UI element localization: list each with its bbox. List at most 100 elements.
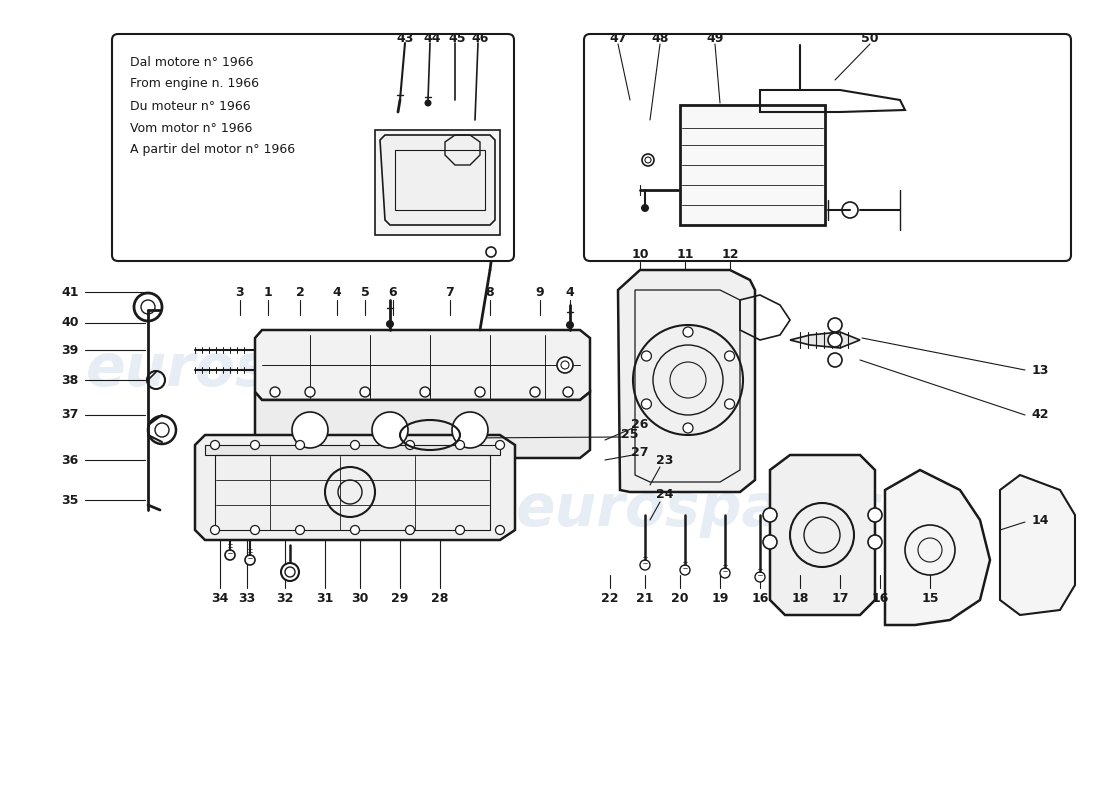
Text: 16: 16 [871,591,889,605]
Text: 9: 9 [536,286,544,298]
Circle shape [372,412,408,448]
Circle shape [475,387,485,397]
Circle shape [251,526,260,534]
FancyBboxPatch shape [584,34,1071,261]
Text: 39: 39 [62,343,78,357]
Polygon shape [790,332,860,348]
Text: 40: 40 [62,317,79,330]
Circle shape [226,550,235,560]
Circle shape [828,333,842,347]
Text: 20: 20 [671,591,689,605]
Polygon shape [255,392,590,458]
Polygon shape [680,105,825,225]
Circle shape [683,423,693,433]
Circle shape [296,441,305,450]
Circle shape [452,412,488,448]
Text: eurospares: eurospares [516,482,884,538]
Circle shape [305,387,315,397]
Polygon shape [205,445,500,455]
Circle shape [292,412,328,448]
Polygon shape [375,130,500,235]
Circle shape [763,535,777,549]
Text: 11: 11 [676,249,694,262]
Text: 3: 3 [235,286,244,298]
Polygon shape [1000,475,1075,615]
Text: 24: 24 [657,489,673,502]
Text: 43: 43 [396,31,414,45]
Text: 50: 50 [861,31,879,45]
Circle shape [683,327,693,337]
Text: eurospares: eurospares [86,342,454,398]
Text: 1: 1 [264,286,273,298]
Circle shape [495,526,505,534]
Circle shape [563,387,573,397]
Text: 27: 27 [631,446,649,458]
Circle shape [270,387,280,397]
Circle shape [245,555,255,565]
Circle shape [495,441,505,450]
Text: 15: 15 [922,591,938,605]
Text: 13: 13 [1032,363,1048,377]
Circle shape [425,99,431,106]
Text: 49: 49 [706,31,724,45]
Text: 21: 21 [636,591,653,605]
Text: 47: 47 [609,31,627,45]
Circle shape [351,441,360,450]
Text: 46: 46 [471,31,488,45]
Text: 5: 5 [361,286,370,298]
Text: 38: 38 [62,374,78,386]
Circle shape [455,441,464,450]
Circle shape [755,572,764,582]
Text: 12: 12 [722,249,739,262]
Text: 45: 45 [449,31,465,45]
Circle shape [640,560,650,570]
Text: 19: 19 [712,591,728,605]
Text: 22: 22 [602,591,618,605]
Circle shape [296,526,305,534]
Circle shape [386,320,394,328]
Text: 18: 18 [791,591,808,605]
Text: 4: 4 [565,286,574,298]
Circle shape [566,321,574,329]
Text: 23: 23 [657,454,673,466]
Text: 6: 6 [388,286,397,298]
Circle shape [455,526,464,534]
Text: 26: 26 [631,418,649,431]
Circle shape [251,441,260,450]
Circle shape [360,387,370,397]
Polygon shape [770,455,875,615]
FancyBboxPatch shape [112,34,514,261]
Circle shape [210,526,220,534]
Circle shape [641,204,649,212]
Circle shape [406,526,415,534]
Circle shape [641,351,651,361]
Text: A partir del motor n° 1966: A partir del motor n° 1966 [130,143,295,157]
Text: 31: 31 [317,591,333,605]
Polygon shape [886,470,990,625]
Circle shape [557,357,573,373]
Text: 41: 41 [62,286,79,298]
Text: 28: 28 [431,591,449,605]
Text: From engine n. 1966: From engine n. 1966 [130,78,258,90]
Circle shape [868,535,882,549]
Circle shape [561,361,569,369]
Text: 42: 42 [1032,409,1048,422]
Circle shape [280,563,299,581]
Circle shape [680,565,690,575]
Polygon shape [618,270,755,492]
Polygon shape [379,135,495,225]
Text: 17: 17 [832,591,849,605]
Text: 33: 33 [239,591,255,605]
Circle shape [868,508,882,522]
Text: 29: 29 [392,591,409,605]
Text: 4: 4 [332,286,341,298]
Polygon shape [255,330,590,400]
Text: 10: 10 [631,249,649,262]
Circle shape [725,351,735,361]
Circle shape [285,567,295,577]
Text: 36: 36 [62,454,78,466]
Text: 32: 32 [276,591,294,605]
Circle shape [530,387,540,397]
Text: 37: 37 [62,409,79,422]
Text: 25: 25 [621,429,639,442]
